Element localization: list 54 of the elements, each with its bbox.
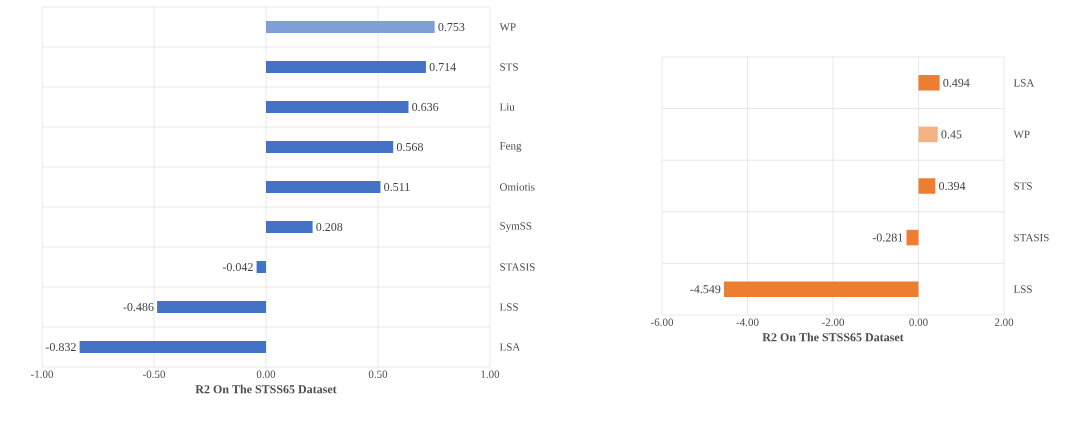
data-label: -0.281: [872, 233, 903, 242]
y-tick-label: LSS: [1013, 285, 1032, 293]
bar: [157, 301, 266, 314]
x-tick-label: -6.00: [650, 318, 674, 327]
x-tick-label: 0.00: [256, 370, 276, 379]
data-label: 0.636: [412, 102, 439, 112]
x-tick-label: -1.00: [30, 370, 54, 379]
x-axis-title: R2 On The STSS65 Dataset: [195, 384, 337, 394]
y-tick-label: STS: [1014, 182, 1032, 190]
data-label: -0.486: [123, 302, 154, 312]
data-label: 0.494: [943, 78, 970, 87]
data-label: 0.753: [438, 22, 465, 32]
x-tick-label: 1.00: [481, 370, 500, 379]
bar: [266, 181, 381, 194]
y-tick-label: LSS: [499, 303, 518, 311]
x-tick-label: -2.00: [821, 318, 845, 327]
y-tick-label: STS: [500, 63, 518, 71]
bar: [79, 341, 266, 353]
data-label: -4.549: [690, 285, 721, 294]
y-tick-label: STASIS: [500, 263, 535, 271]
x-tick-label: 2.00: [994, 318, 1014, 327]
bar: [266, 141, 394, 154]
x-tick-label: 0.00: [909, 318, 928, 327]
data-label: 0.511: [384, 182, 410, 192]
data-label: 0.208: [316, 222, 343, 232]
y-tick-label: Liu: [499, 103, 515, 111]
y-tick-label: Omiotis: [499, 183, 535, 191]
x-tick-label: 0.50: [368, 370, 388, 379]
y-tick-label: Feng: [499, 142, 522, 152]
y-tick-label: SymSS: [500, 222, 532, 232]
bar: [918, 178, 936, 194]
data-label: -0.042: [222, 262, 253, 272]
bar: [724, 281, 919, 297]
data-label: -0.832: [45, 342, 76, 352]
x-axis-title: R2 On The STSS65 Dataset: [762, 332, 904, 342]
x-tick-label: -4.00: [736, 318, 759, 327]
data-label: 0.394: [939, 181, 966, 191]
bar: [918, 126, 938, 143]
y-tick-label: STASIS: [1014, 233, 1049, 242]
y-tick-label: LSA: [1013, 79, 1035, 87]
bar: [266, 61, 426, 74]
data-label: 0.45: [941, 130, 962, 139]
bar: [906, 229, 919, 246]
bar: [266, 101, 409, 114]
y-tick-label: WP: [1013, 130, 1030, 139]
bar: [918, 75, 940, 91]
y-tick-label: WP: [499, 23, 516, 31]
data-label: 0.714: [429, 62, 456, 72]
bar: [266, 221, 313, 234]
data-label: 0.568: [396, 142, 423, 152]
bar: [256, 261, 266, 274]
x-tick-label: -0.50: [142, 370, 166, 379]
bar: [266, 21, 435, 34]
y-tick-label: LSA: [499, 343, 521, 351]
